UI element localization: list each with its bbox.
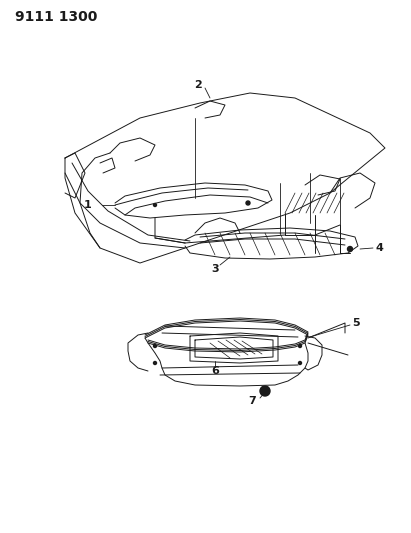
Circle shape bbox=[260, 386, 270, 396]
Circle shape bbox=[246, 201, 250, 205]
Circle shape bbox=[153, 204, 157, 206]
Text: 3: 3 bbox=[211, 264, 219, 274]
Text: 4: 4 bbox=[375, 243, 383, 253]
Text: 5: 5 bbox=[352, 318, 360, 328]
Text: 1: 1 bbox=[84, 200, 92, 210]
Circle shape bbox=[153, 344, 157, 348]
Text: 2: 2 bbox=[194, 80, 202, 90]
Text: 6: 6 bbox=[211, 366, 219, 376]
Text: 7: 7 bbox=[248, 396, 256, 406]
Circle shape bbox=[298, 344, 302, 348]
Circle shape bbox=[347, 246, 353, 252]
Circle shape bbox=[298, 361, 302, 365]
Circle shape bbox=[261, 387, 269, 395]
Text: 9111 1300: 9111 1300 bbox=[15, 10, 97, 24]
Circle shape bbox=[153, 361, 157, 365]
